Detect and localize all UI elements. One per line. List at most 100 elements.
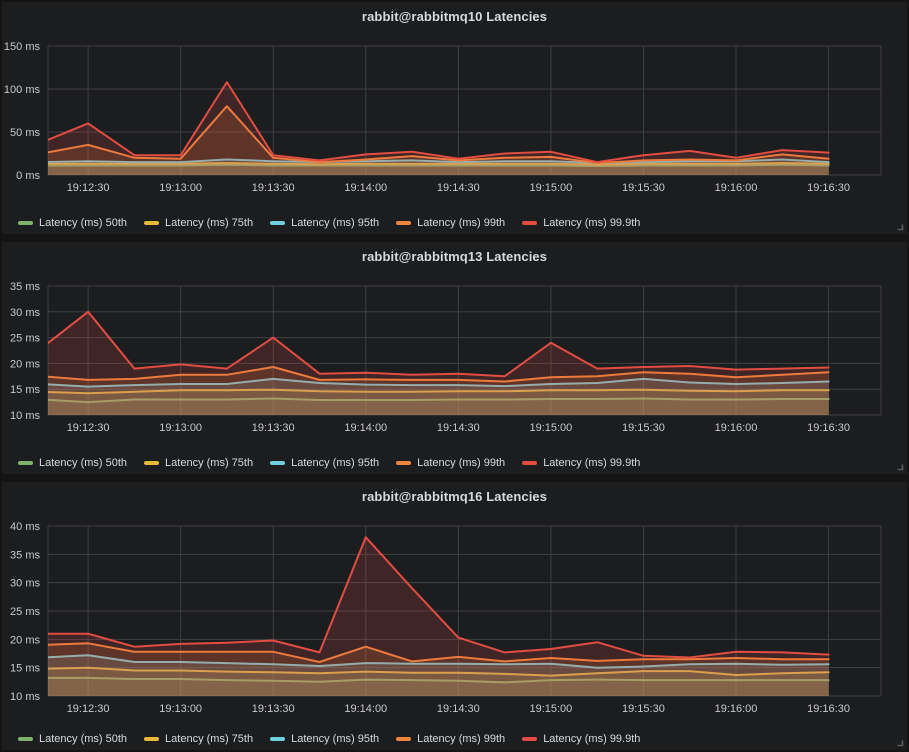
x-tick-label: 19:13:00 [159, 703, 202, 715]
x-tick-label: 19:15:00 [529, 182, 572, 194]
legend-series-label: Latency (ms) 75th [165, 457, 254, 469]
legend-item[interactable]: Latency (ms) 99.9th [522, 457, 640, 469]
series-line [48, 163, 830, 167]
x-tick-label: 19:14:00 [344, 703, 387, 715]
legend-item[interactable]: Latency (ms) 75th [144, 733, 253, 745]
legend-item[interactable]: Latency (ms) 95th [270, 217, 379, 229]
y-tick-label: 20 ms [10, 634, 40, 646]
series-area [48, 677, 829, 696]
panel-resize-handle-icon[interactable] [895, 222, 904, 231]
legend-item[interactable]: Latency (ms) 99th [396, 217, 505, 229]
series-line [48, 388, 830, 395]
legend-series-color-dash [522, 461, 538, 465]
legend-series-color-dash [144, 737, 160, 741]
legend-series-color-dash [270, 737, 286, 741]
legend: Latency (ms) 50th Latency (ms) 75th Latenc… [18, 217, 640, 229]
x-tick-label: 19:12:30 [67, 182, 110, 194]
legend-item[interactable]: Latency (ms) 75th [144, 217, 253, 229]
y-tick-label: 25 ms [10, 333, 40, 345]
graph-panel-rabbitmq13: 10 ms 15 ms 20 ms 25 ms 30 ms 35 ms 19:12:30 19… [2, 242, 907, 474]
legend-series-color-dash [144, 461, 160, 465]
legend-series-color-dash [522, 737, 538, 741]
panel-title[interactable]: rabbit@rabbitmq16 Latencies [361, 489, 548, 504]
legend-series-label: Latency (ms) 50th [39, 217, 128, 229]
x-tick-label: 19:15:00 [529, 422, 572, 434]
x-tick-label: 19:16:30 [807, 703, 850, 715]
series-line [48, 654, 830, 669]
legend-item[interactable]: Latency (ms) 99th [396, 457, 505, 469]
series-area [48, 655, 829, 696]
legend-series-color-dash [18, 461, 33, 465]
series-area [48, 389, 829, 415]
x-tick-label: 19:14:30 [437, 703, 480, 715]
legend-item[interactable]: Latency (ms) 95th [270, 733, 379, 745]
y-tick-label: 30 ms [10, 578, 40, 590]
panel-title[interactable]: rabbit@rabbitmq13 Latencies [361, 249, 548, 264]
x-tick-label: 19:13:30 [252, 422, 295, 434]
legend-series-label: Latency (ms) 50th [39, 733, 128, 745]
legend-series-color-dash [522, 221, 538, 225]
series-area [48, 164, 829, 175]
series-area [48, 667, 829, 696]
x-tick-label: 19:15:30 [622, 703, 665, 715]
legend-series-label: Latency (ms) 99th [417, 457, 506, 469]
legend-series-label: Latency (ms) 75th [165, 733, 254, 745]
series-line [48, 310, 830, 378]
legend: Latency (ms) 50th Latency (ms) 75th Latenc… [18, 733, 640, 745]
legend-series-label: Latency (ms) 95th [291, 217, 380, 229]
legend-series-color-dash [396, 221, 412, 225]
x-tick-label: 19:13:00 [159, 422, 202, 434]
x-tick-label: 19:16:00 [715, 182, 758, 194]
x-tick-label: 19:16:00 [715, 703, 758, 715]
y-tick-label: 35 ms [10, 281, 40, 293]
series-area [48, 159, 829, 175]
legend-series-color-dash [396, 461, 412, 465]
x-tick-label: 19:13:30 [252, 182, 295, 194]
series-area [48, 311, 829, 415]
y-tick-label: 15 ms [10, 663, 40, 675]
x-tick-label: 19:15:00 [529, 703, 572, 715]
series-area [48, 398, 829, 415]
legend-item[interactable]: Latency (ms) 50th [18, 733, 127, 745]
x-tick-label: 19:12:30 [67, 422, 110, 434]
panel-resize-handle-icon[interactable] [895, 462, 904, 471]
series-line [48, 397, 830, 404]
legend-series-label: Latency (ms) 95th [291, 733, 380, 745]
series-area [48, 643, 829, 696]
legend-series-label: Latency (ms) 99th [417, 217, 506, 229]
legend-series-label: Latency (ms) 99.9th [543, 217, 641, 229]
series-area [48, 367, 829, 415]
y-tick-label: 10 ms [10, 410, 40, 422]
legend-item[interactable]: Latency (ms) 99.9th [522, 217, 640, 229]
panel-title[interactable]: rabbit@rabbitmq10 Latencies [361, 9, 548, 24]
x-tick-label: 19:15:30 [622, 422, 665, 434]
legend-item[interactable]: Latency (ms) 99.9th [522, 733, 640, 745]
y-tick-label: 10 ms [10, 691, 40, 703]
legend-series-label: Latency (ms) 99.9th [543, 457, 641, 469]
x-tick-label: 19:13:30 [252, 703, 295, 715]
legend-item[interactable]: Latency (ms) 99th [396, 733, 505, 745]
legend-item[interactable]: Latency (ms) 50th [18, 457, 127, 469]
legend-series-label: Latency (ms) 99.9th [543, 733, 641, 745]
legend-item[interactable]: Latency (ms) 50th [18, 217, 127, 229]
series-area [48, 82, 829, 175]
series-area [48, 106, 829, 175]
y-tick-label: 30 ms [10, 307, 40, 319]
y-tick-label: 50 ms [10, 127, 40, 139]
latency-chart-plot[interactable]: 10 ms 15 ms 20 ms 25 ms 30 ms 35 ms 19:12:30 19… [2, 242, 907, 437]
legend-item[interactable]: Latency (ms) 95th [270, 457, 379, 469]
latency-chart-plot[interactable]: 0 ms 50 ms 100 ms 150 ms 19:12:30 19:13:00 19:… [2, 2, 907, 197]
legend-item[interactable]: Latency (ms) 75th [144, 457, 253, 469]
legend-series-color-dash [144, 221, 160, 225]
legend-series-color-dash [270, 461, 286, 465]
y-tick-label: 35 ms [10, 549, 40, 561]
x-tick-label: 19:16:30 [807, 422, 850, 434]
graph-panel-rabbitmq16: 10 ms 15 ms 20 ms 25 ms 30 ms 35 ms 40 ms 19:12… [2, 482, 907, 750]
y-tick-label: 150 ms [4, 41, 41, 53]
panel-resize-handle-icon[interactable] [895, 738, 904, 747]
latency-chart-plot[interactable]: 10 ms 15 ms 20 ms 25 ms 30 ms 35 ms 40 ms 19:12… [2, 482, 907, 718]
y-tick-label: 40 ms [10, 521, 40, 533]
legend-series-label: Latency (ms) 75th [165, 217, 254, 229]
series-line [48, 366, 830, 383]
